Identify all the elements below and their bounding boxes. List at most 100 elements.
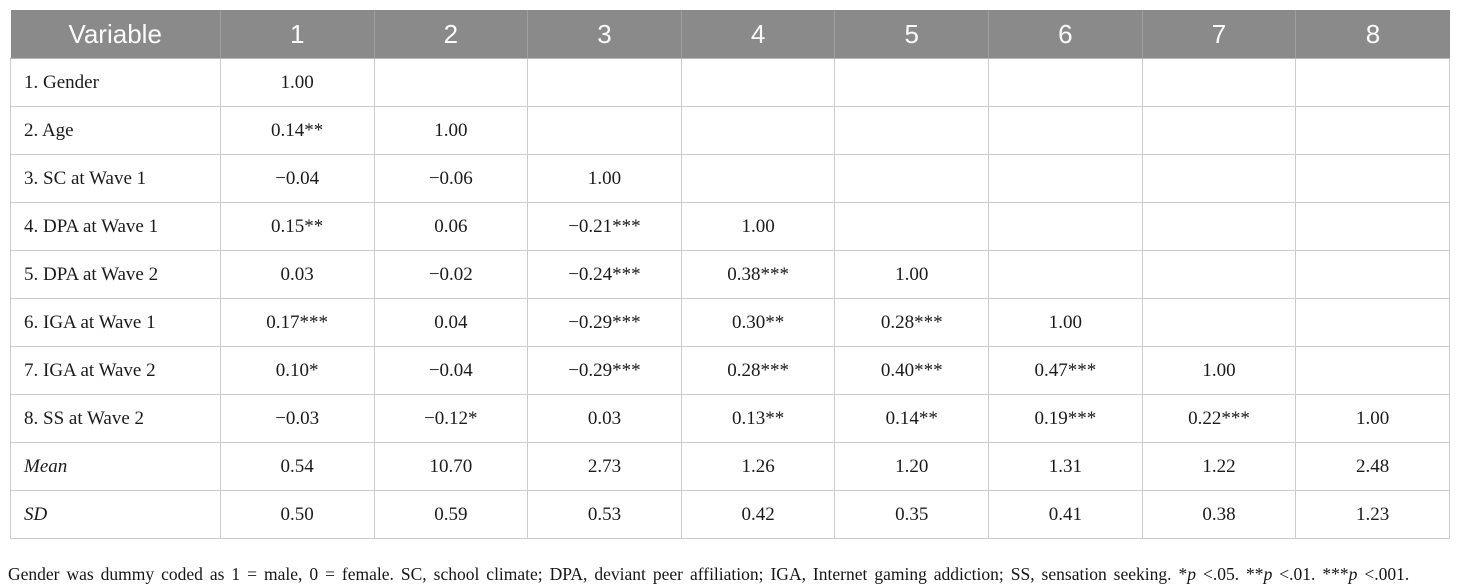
- data-cell: 1.26: [680, 442, 836, 491]
- data-cell: [988, 58, 1143, 107]
- data-cell: [373, 58, 529, 107]
- data-cell: −0.04: [373, 346, 529, 395]
- data-cell: [834, 154, 990, 203]
- table-header: Variable 1 2 3 4 5 6 7 8: [10, 10, 1450, 59]
- data-cell: 0.17***: [219, 298, 375, 347]
- table-row: 8. SS at Wave 2 −0.03 −0.12* 0.03 0.13** 0.14…: [10, 394, 1450, 443]
- data-cell: −0.12*: [373, 394, 529, 443]
- row-label: 5. DPA at Wave 2: [10, 250, 221, 299]
- header-cell-1: 1: [220, 10, 375, 59]
- table-row: Mean 0.54 10.70 2.73 1.26 1.20 1.31 1.22 2.48: [10, 442, 1450, 491]
- data-cell: 0.22***: [1141, 394, 1297, 443]
- data-cell: 0.38: [1141, 490, 1297, 539]
- table-row: 3. SC at Wave 1 −0.04 −0.06 1.00: [10, 154, 1450, 203]
- data-cell: [1141, 154, 1297, 203]
- data-cell: −0.29***: [527, 346, 682, 395]
- data-cell: 0.50: [219, 490, 375, 539]
- header-cell-7: 7: [1142, 10, 1297, 59]
- data-cell: 0.14**: [219, 106, 375, 155]
- footnote-segment: <.01. ***: [1272, 563, 1349, 584]
- data-cell: [834, 106, 990, 155]
- data-cell: 0.38***: [680, 250, 836, 299]
- data-cell: 0.42: [680, 490, 836, 539]
- data-cell: [988, 202, 1143, 251]
- data-cell: [1295, 58, 1450, 107]
- data-cell: [1295, 346, 1450, 395]
- header-cell-6: 6: [988, 10, 1143, 59]
- table-row: 5. DPA at Wave 2 0.03 −0.02 −0.24*** 0.38***…: [10, 250, 1450, 299]
- table-row: 1. Gender 1.00: [10, 58, 1450, 107]
- data-cell: 0.10*: [219, 346, 375, 395]
- data-cell: 0.54: [219, 442, 375, 491]
- data-cell: [988, 250, 1143, 299]
- data-cell: 10.70: [373, 442, 529, 491]
- row-label: 8. SS at Wave 2: [10, 394, 221, 443]
- data-cell: 0.14**: [834, 394, 990, 443]
- data-cell: 0.40***: [834, 346, 990, 395]
- data-cell: 0.28***: [834, 298, 990, 347]
- data-cell: 0.19***: [988, 394, 1143, 443]
- table-body: 1. Gender 1.00 2. Age 0.14** 1.00 3. SC at Wa…: [10, 58, 1450, 539]
- data-cell: 1.00: [988, 298, 1143, 347]
- data-cell: 1.00: [1141, 346, 1297, 395]
- data-cell: −0.04: [219, 154, 375, 203]
- row-label: 7. IGA at Wave 2: [10, 346, 221, 395]
- data-cell: 2.73: [527, 442, 682, 491]
- correlation-table-wrap: Variable 1 2 3 4 5 6 7 8 1. Gender 1.00 2. Age 0.14…: [10, 10, 1450, 539]
- data-cell: 0.59: [373, 490, 529, 539]
- table-row: SD 0.50 0.59 0.53 0.42 0.35 0.41 0.38 1.23: [10, 490, 1450, 539]
- data-cell: 0.41: [988, 490, 1143, 539]
- data-cell: 0.35: [834, 490, 990, 539]
- data-cell: [988, 106, 1143, 155]
- header-cell-2: 2: [374, 10, 529, 59]
- header-cell-4: 4: [681, 10, 836, 59]
- row-label: SD: [10, 490, 221, 539]
- data-cell: [680, 154, 836, 203]
- data-cell: −0.24***: [527, 250, 682, 299]
- row-label: 4. DPA at Wave 1: [10, 202, 221, 251]
- footnote-segment: Gender was dummy coded as 1 = male, 0 = …: [8, 563, 1188, 584]
- data-cell: −0.06: [373, 154, 529, 203]
- data-cell: 1.23: [1295, 490, 1450, 539]
- data-cell: [1295, 154, 1450, 203]
- table-row: 2. Age 0.14** 1.00: [10, 106, 1450, 155]
- data-cell: 0.47***: [988, 346, 1143, 395]
- header-cell-variable: Variable: [10, 10, 221, 59]
- row-label: 2. Age: [10, 106, 221, 155]
- data-cell: [1295, 106, 1450, 155]
- data-cell: [1295, 202, 1450, 251]
- footnote-italic-segment: p: [1263, 563, 1273, 584]
- data-cell: −0.29***: [527, 298, 682, 347]
- data-cell: [1141, 298, 1297, 347]
- header-row: Variable 1 2 3 4 5 6 7 8: [10, 10, 1450, 59]
- data-cell: 1.00: [373, 106, 529, 155]
- data-cell: [834, 58, 990, 107]
- row-label: 6. IGA at Wave 1: [10, 298, 221, 347]
- row-label: 3. SC at Wave 1: [10, 154, 221, 203]
- data-cell: 0.03: [527, 394, 682, 443]
- data-cell: 1.00: [219, 58, 375, 107]
- data-cell: 1.00: [527, 154, 682, 203]
- table-row: 4. DPA at Wave 1 0.15** 0.06 −0.21*** 1.00: [10, 202, 1450, 251]
- data-cell: −0.02: [373, 250, 529, 299]
- footnote-italic-segment: p: [1187, 563, 1196, 584]
- footnote-segment: <.001.: [1357, 563, 1410, 584]
- data-cell: 1.22: [1141, 442, 1297, 491]
- data-cell: 1.20: [834, 442, 990, 491]
- data-cell: 0.53: [527, 490, 682, 539]
- data-cell: [680, 106, 836, 155]
- data-cell: 0.04: [373, 298, 529, 347]
- data-cell: 0.30**: [680, 298, 836, 347]
- data-cell: 0.06: [373, 202, 529, 251]
- data-cell: −0.03: [219, 394, 375, 443]
- data-cell: 0.03: [219, 250, 375, 299]
- data-cell: [680, 58, 836, 107]
- data-cell: 0.13**: [680, 394, 836, 443]
- data-cell: [1141, 250, 1297, 299]
- data-cell: [1141, 106, 1297, 155]
- data-cell: [1295, 250, 1450, 299]
- header-cell-3: 3: [527, 10, 682, 59]
- data-cell: 0.28***: [680, 346, 836, 395]
- row-label: Mean: [10, 442, 221, 491]
- data-cell: [1141, 58, 1297, 107]
